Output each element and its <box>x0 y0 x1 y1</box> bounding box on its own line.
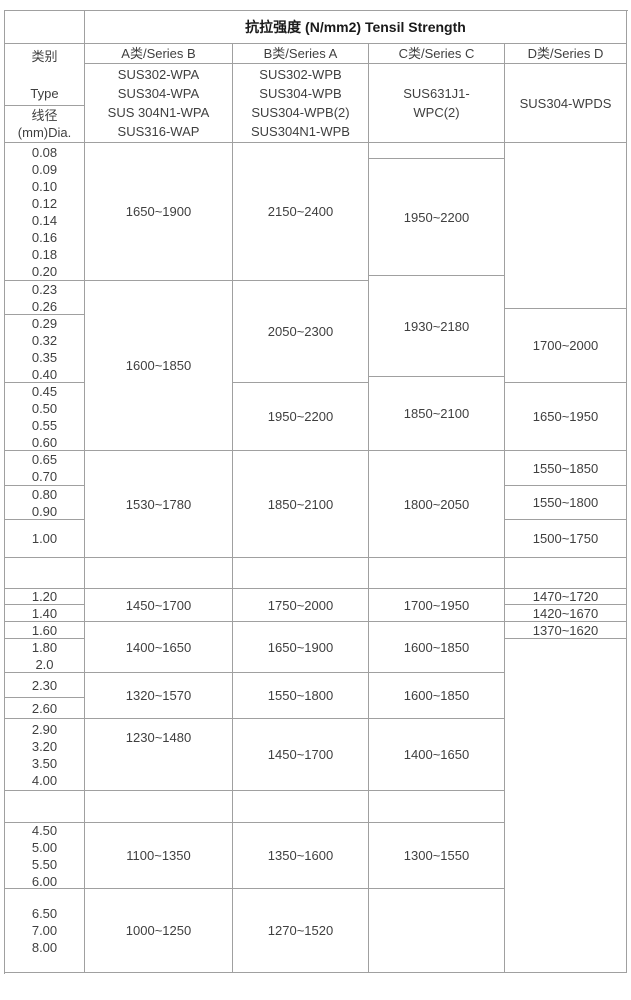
value-cell-b: 1550~1800 <box>233 673 369 719</box>
value-cell-c: 1600~1850 <box>369 673 505 719</box>
type-header-zh: 类别 <box>31 49 58 64</box>
value-cell-b: 2150~2400 <box>233 143 369 281</box>
value-cell-c: 1930~2180 <box>369 276 505 377</box>
dia-block: 0.08 0.09 0.10 0.12 0.14 0.16 0.18 0.20 <box>5 143 85 281</box>
value-cell-c: 1850~2100 <box>369 377 505 451</box>
empty-cell <box>5 791 85 823</box>
value-cell-b: 1650~1900 <box>233 622 369 673</box>
materials-cell-c: SUS631J1- WPC(2) <box>369 64 505 143</box>
empty-cell <box>505 558 627 589</box>
value-cell-b: 1950~2200 <box>233 383 369 451</box>
value-cell-a: 1230~1480 <box>85 719 233 791</box>
table-title: 抗拉强度 (N/mm2) Tensil Strength <box>85 11 627 44</box>
empty-cell <box>85 791 233 823</box>
value-cell-c: 1950~2200 <box>369 159 505 276</box>
type-header-en: Type <box>30 86 59 101</box>
empty-cell <box>369 791 505 823</box>
series-header-b: B类/Series A <box>233 44 369 64</box>
materials-cell-b: SUS302-WPB SUS304-WPB SUS304-WPB(2) SUS3… <box>233 64 369 143</box>
dia-block: 2.90 3.20 3.50 4.00 <box>5 719 85 791</box>
tensile-strength-table: 抗拉强度 (N/mm2) Tensil Strength 类别 Type 线径 … <box>4 10 628 974</box>
empty-cell <box>233 791 369 823</box>
dia-block: 0.29 0.32 0.35 0.40 <box>5 315 85 383</box>
value-cell-d: 1550~1800 <box>505 486 627 520</box>
value-cell-a: 1450~1700 <box>85 589 233 622</box>
empty-cell <box>505 143 627 309</box>
dia-block: 1.40 <box>5 605 85 622</box>
value-cell-a: 1100~1350 <box>85 823 233 889</box>
empty-cell <box>369 889 505 973</box>
value-cell-b: 1750~2000 <box>233 589 369 622</box>
value-cell-c: 1400~1650 <box>369 719 505 791</box>
dia-block: 0.23 0.26 <box>5 281 85 315</box>
value-cell-b: 1270~1520 <box>233 889 369 973</box>
materials-cell-a: SUS302-WPA SUS304-WPA SUS 304N1-WPA SUS3… <box>85 64 233 143</box>
dia-header-cell: 线径 (mm)Dia. <box>5 106 85 143</box>
series-header-d: D类/Series D <box>505 44 627 64</box>
value-cell-a: 1530~1780 <box>85 451 233 558</box>
value-cell-b: 2050~2300 <box>233 281 369 383</box>
dia-block: 0.65 0.70 <box>5 451 85 486</box>
dia-block: 0.45 0.50 0.55 0.60 <box>5 383 85 451</box>
empty-cell <box>233 558 369 589</box>
value-cell-a: 1000~1250 <box>85 889 233 973</box>
series-header-a: A类/Series B <box>85 44 233 64</box>
value-cell-d: 1550~1850 <box>505 451 627 486</box>
value-cell-b: 1350~1600 <box>233 823 369 889</box>
dia-block: 2.60 <box>5 698 85 719</box>
value-cell-a: 1400~1650 <box>85 622 233 673</box>
empty-cell <box>85 558 233 589</box>
value-cell-a: 1320~1570 <box>85 673 233 719</box>
value-cell-c: 1600~1850 <box>369 622 505 673</box>
series-header-c: C类/Series C <box>369 44 505 64</box>
type-header-cell: 类别 Type <box>5 44 85 106</box>
value-cell-c: 1700~1950 <box>369 589 505 622</box>
value-cell-d: 1650~1950 <box>505 383 627 451</box>
value-cell-d: 1700~2000 <box>505 309 627 383</box>
dia-block: 0.80 0.90 <box>5 486 85 520</box>
value-cell-c: 1300~1550 <box>369 823 505 889</box>
corner-empty-cell <box>5 11 85 44</box>
empty-cell <box>369 143 505 159</box>
value-cell-d: 1370~1620 <box>505 622 627 639</box>
value-cell-d: 1420~1670 <box>505 605 627 622</box>
dia-block: 1.80 2.0 <box>5 639 85 673</box>
empty-cell <box>505 639 627 973</box>
value-cell-c: 1800~2050 <box>369 451 505 558</box>
dia-block: 1.00 <box>5 520 85 558</box>
value-cell-b: 1450~1700 <box>233 719 369 791</box>
empty-cell <box>5 558 85 589</box>
dia-block: 1.60 <box>5 622 85 639</box>
materials-cell-d: SUS304-WPDS <box>505 64 627 143</box>
value-cell-d: 1500~1750 <box>505 520 627 558</box>
value-cell-b: 1850~2100 <box>233 451 369 558</box>
empty-cell <box>369 558 505 589</box>
value-cell-a: 1650~1900 <box>85 143 233 281</box>
dia-block: 1.20 <box>5 589 85 605</box>
dia-block: 2.30 <box>5 673 85 698</box>
dia-block: 6.50 7.00 8.00 <box>5 889 85 973</box>
dia-block: 4.50 5.00 5.50 6.00 <box>5 823 85 889</box>
value-cell-a: 1600~1850 <box>85 281 233 451</box>
value-cell-d: 1470~1720 <box>505 589 627 605</box>
